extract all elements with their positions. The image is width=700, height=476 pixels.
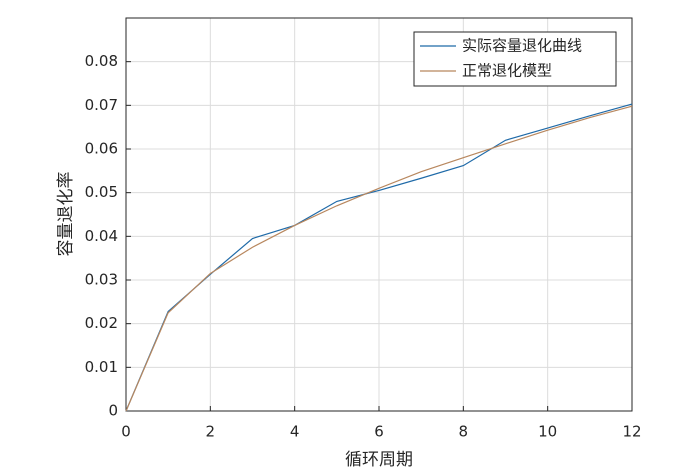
y-tick-label: 0.03 xyxy=(85,271,118,289)
y-tick-label: 0.07 xyxy=(85,96,118,114)
data-line xyxy=(125,103,633,412)
x-tick-label: 10 xyxy=(538,423,557,441)
y-tick-label: 0.06 xyxy=(85,140,118,158)
legend-label: 正常退化模型 xyxy=(462,62,552,80)
legend-label: 实际容量退化曲线 xyxy=(462,37,582,55)
y-tick-label: 0.02 xyxy=(85,314,118,332)
x-tick-label: 8 xyxy=(459,423,469,441)
x-tick-label: 12 xyxy=(622,423,641,441)
data-line xyxy=(125,105,633,412)
plot-frame xyxy=(125,17,633,412)
x-tick-label: 2 xyxy=(206,423,216,441)
y-tick-label: 0.04 xyxy=(85,227,118,245)
x-axis-label: 循环周期 xyxy=(345,450,413,470)
y-tick-label: 0 xyxy=(108,402,118,420)
y-axis-label: 容量退化率 xyxy=(56,172,76,257)
y-tick-label: 0.08 xyxy=(85,52,118,70)
legend-box xyxy=(413,31,617,87)
x-tick-label: 6 xyxy=(374,423,384,441)
x-tick-label: 0 xyxy=(121,423,131,441)
x-tick-label: 4 xyxy=(290,423,300,441)
y-tick-label: 0.05 xyxy=(85,183,118,201)
y-tick-label: 0.01 xyxy=(85,358,118,376)
